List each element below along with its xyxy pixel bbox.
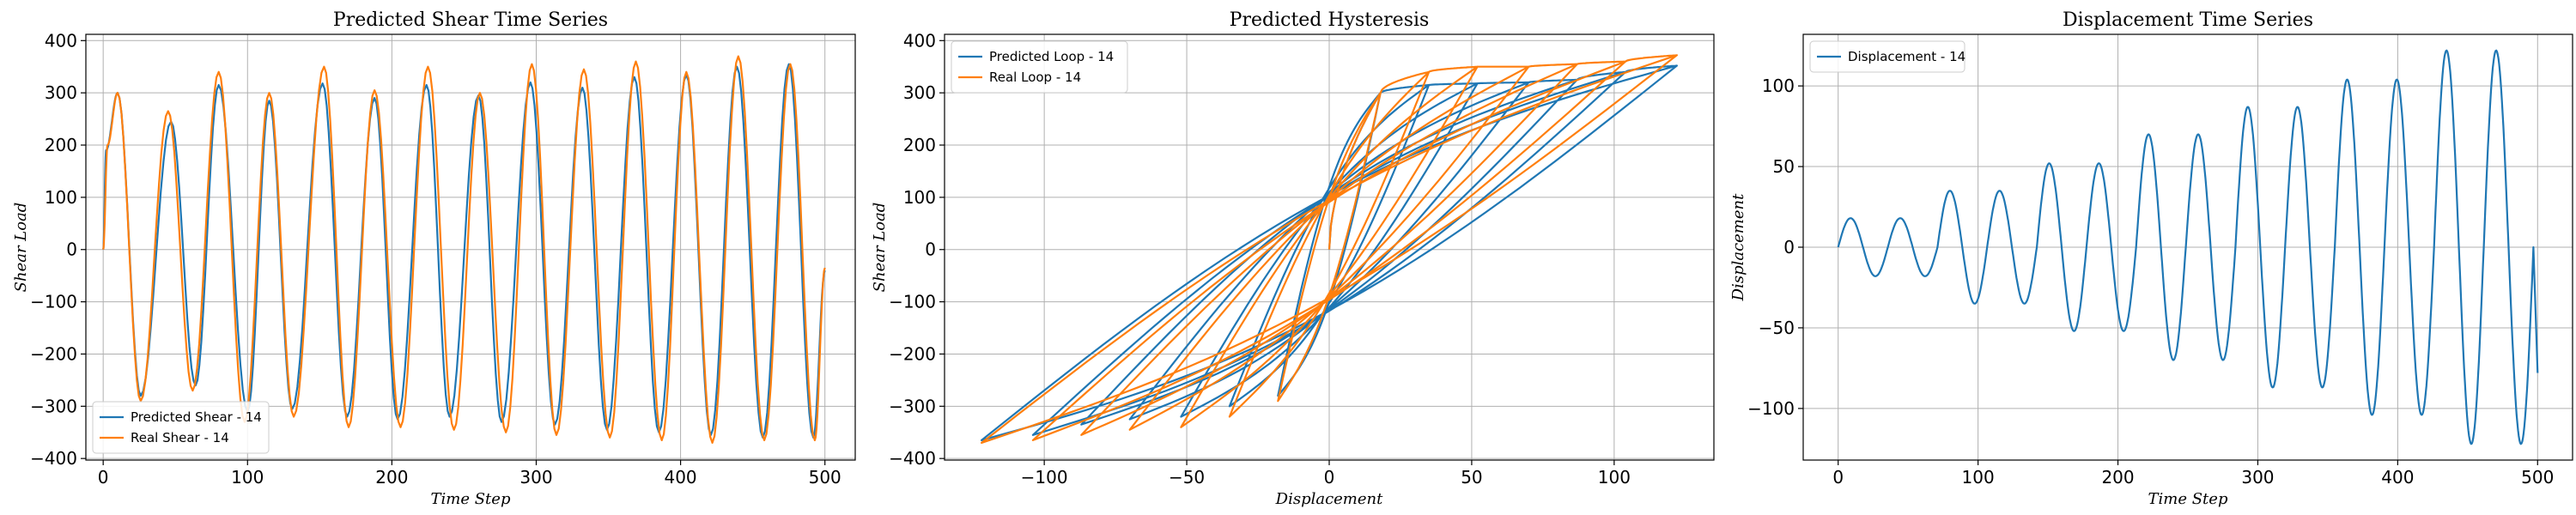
plot-area [102,55,826,444]
x-tick-label: −50 [1169,467,1205,488]
series-line-1 [981,64,1678,441]
plot-area [1837,49,2539,445]
x-tick-label: −100 [1021,467,1068,488]
y-tick-label: 0 [925,239,936,260]
x-tick-label: 400 [664,467,696,488]
legend: Displacement - 14 [1809,40,1965,73]
legend-label-1: Displacement - 14 [1848,49,1965,64]
x-tick-label: 50 [1461,467,1482,488]
x-tick-label: 300 [2241,467,2274,488]
legend-box [1809,40,1965,73]
y-tick-label: 50 [1773,156,1795,177]
series-line-2 [102,55,826,444]
chart-2: −100 −50 0 50 100 −400 −300 −200 −100 0 100 200 300 4… [871,9,1715,508]
chart-title: Displacement Time Series [2063,9,2313,31]
y-tick-label: 100 [45,187,77,208]
plot-area [981,54,1678,444]
y-tick-label: 400 [903,30,936,51]
y-tick-label: −300 [30,396,77,416]
legend-box [92,401,270,454]
x-tick-label: 400 [2381,467,2414,488]
y-tick-label: 400 [45,30,77,51]
y-tick-label: −400 [889,448,936,469]
x-tick-label: 100 [1598,467,1631,488]
x-tick-label: 200 [2101,467,2134,488]
y-tick-label: 0 [66,239,77,260]
y-tick-label: 300 [903,82,936,103]
legend-label-1: Predicted Loop - 14 [989,49,1114,64]
series-line-2 [981,54,1678,444]
x-axis-label: Time Step [431,490,511,508]
legend-label-1: Predicted Shear - 14 [131,409,262,425]
x-tick-label: 500 [2521,467,2554,488]
y-tick-label: 100 [1762,76,1795,96]
legend: Predicted Shear - 14 Real Shear - 14 [92,401,270,454]
y-tick-label: 0 [1783,237,1795,258]
y-axis-label: Displacement [1729,193,1747,301]
y-tick-label: −200 [30,343,77,364]
x-tick-label: 300 [519,467,552,488]
y-tick-label: −400 [30,448,77,469]
y-axis-label: Shear Load [12,203,30,293]
chart-3: 0 100 200 300 400 500 −100 −50 0 50 100 Displacemen… [1729,9,2573,508]
x-axis-label: Displacement [1275,490,1383,508]
x-tick-label: 0 [98,467,109,488]
legend-box [951,40,1128,94]
x-tick-label: 0 [1832,467,1844,488]
x-tick-label: 100 [231,467,264,488]
y-tick-label: −100 [1747,398,1795,419]
chart-title: Predicted Hysteresis [1230,9,1430,31]
x-tick-label: 200 [375,467,408,488]
y-axis-label: Shear Load [871,203,889,293]
y-tick-label: 300 [45,82,77,103]
legend-label-2: Real Loop - 14 [989,70,1081,85]
x-tick-label: 100 [1962,467,1995,488]
y-tick-label: 200 [903,135,936,155]
y-tick-label: 100 [903,187,936,208]
y-tick-label: 200 [45,135,77,155]
x-tick-label: 500 [809,467,841,488]
y-tick-label: −300 [889,396,936,416]
y-tick-label: −100 [30,292,77,312]
axes-frame [85,33,856,461]
y-tick-label: −100 [889,292,936,312]
x-axis-label: Time Step [2148,490,2228,508]
legend-label-2: Real Shear - 14 [131,430,229,445]
y-tick-label: −200 [889,343,936,364]
chart-1: 0 100 200 300 400 500 −400 −300 −200 −100 0 100 200 3… [12,9,856,508]
series-line-1 [1837,49,2539,445]
chart-title: Predicted Shear Time Series [333,9,608,31]
x-tick-label: 0 [1324,467,1335,488]
y-tick-label: −50 [1759,318,1795,338]
legend: Predicted Loop - 14 Real Loop - 14 [951,40,1128,94]
